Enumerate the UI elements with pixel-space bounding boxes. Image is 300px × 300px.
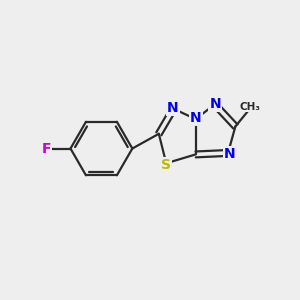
Text: N: N bbox=[167, 101, 179, 115]
Text: S: S bbox=[160, 158, 171, 172]
Text: N: N bbox=[190, 111, 202, 125]
Text: N: N bbox=[210, 98, 221, 111]
Text: F: F bbox=[41, 142, 51, 155]
Text: N: N bbox=[224, 147, 235, 161]
Text: CH₃: CH₃ bbox=[240, 102, 261, 112]
